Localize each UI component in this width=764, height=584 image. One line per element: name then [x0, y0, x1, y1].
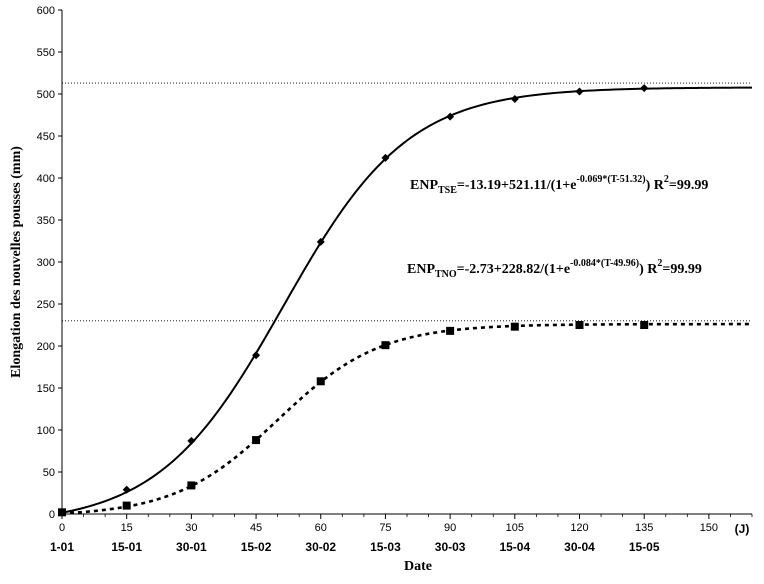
x-tick-label: 45 — [250, 522, 262, 534]
y-tick-label: 600 — [37, 5, 55, 17]
x-axis-title: Date — [404, 559, 432, 574]
x-date-label: 15-03 — [370, 540, 401, 554]
y-tick-label: 350 — [37, 215, 55, 227]
axes — [58, 9, 753, 519]
x-tick-label: 90 — [444, 522, 456, 534]
data-point-diamond — [122, 485, 131, 494]
y-axis-title: Elongation des nouvelles pousses (mm) — [9, 146, 24, 378]
y-tick-label: 300 — [37, 257, 55, 269]
x-date-label: 15-05 — [629, 540, 660, 554]
data-point-square — [58, 508, 66, 517]
y-tick-label: 500 — [37, 89, 55, 101]
data-point-diamond — [446, 112, 455, 121]
x-date-label: 30-02 — [305, 540, 336, 554]
x-date-label: 30-04 — [564, 540, 595, 554]
series-curve-2 — [61, 322, 752, 515]
x-date-label: 15-02 — [241, 540, 272, 554]
data-point-square — [187, 481, 196, 490]
series-curve-1 — [61, 86, 753, 514]
x-tick-label: 120 — [570, 522, 588, 534]
y-tick-label: 400 — [37, 173, 55, 185]
data-point-diamond — [510, 95, 519, 104]
x-tick-label: 75 — [379, 522, 391, 534]
y-tick-label: 450 — [37, 131, 55, 143]
data-point-diamond — [575, 87, 584, 96]
equation-tno: ENPTNO=-2.73+228.82/(1+e-0.084*(T-49.96)… — [407, 258, 702, 280]
data-point-square — [446, 326, 455, 335]
data-point-square — [510, 322, 519, 331]
x-tick-label: 135 — [635, 522, 653, 534]
x-date-label: 30-01 — [176, 540, 207, 554]
y-tick-label: 200 — [37, 341, 55, 353]
x-unit-label: (J) — [735, 522, 750, 536]
data-point-square — [122, 501, 131, 510]
data-point-square — [640, 321, 649, 329]
x-tick-label: 0 — [59, 522, 65, 534]
y-tick-label: 250 — [37, 299, 55, 311]
y-tick-label: 150 — [37, 383, 55, 395]
data-point-square — [252, 436, 261, 445]
data-point-diamond — [640, 84, 649, 93]
tick-labels: 0 50 100 150 200 250 300 350 400 450 500 550 600 0 15 3… — [37, 5, 718, 554]
data-point-square — [575, 321, 584, 329]
y-tick-label: 0 — [49, 509, 55, 521]
data-point-square — [316, 377, 325, 386]
data-point-diamond — [187, 436, 196, 445]
equation-tse: ENPTSE=-13.19+521.11/(1+e-0.069*(T-51.32… — [410, 174, 708, 196]
y-tick-label: 50 — [43, 467, 55, 479]
y-tick-label: 550 — [37, 47, 55, 59]
data-point-diamond — [316, 237, 325, 246]
x-tick-label: 30 — [185, 522, 197, 534]
markers — [58, 84, 649, 517]
x-tick-label: 150 — [700, 522, 718, 534]
x-tick-label: 105 — [506, 522, 524, 534]
x-date-label: 1-01 — [50, 540, 74, 554]
x-date-label: 15-01 — [111, 540, 142, 554]
y-tick-label: 100 — [37, 425, 55, 437]
curves — [61, 86, 753, 515]
x-date-label: 15-04 — [499, 540, 530, 554]
x-tick-label: 15 — [121, 522, 133, 534]
x-date-label: 30-03 — [435, 540, 466, 554]
reference-lines — [62, 82, 752, 322]
data-point-diamond — [381, 153, 390, 162]
data-point-square — [381, 341, 390, 350]
x-tick-label: 60 — [315, 522, 327, 534]
data-point-diamond — [252, 351, 261, 360]
